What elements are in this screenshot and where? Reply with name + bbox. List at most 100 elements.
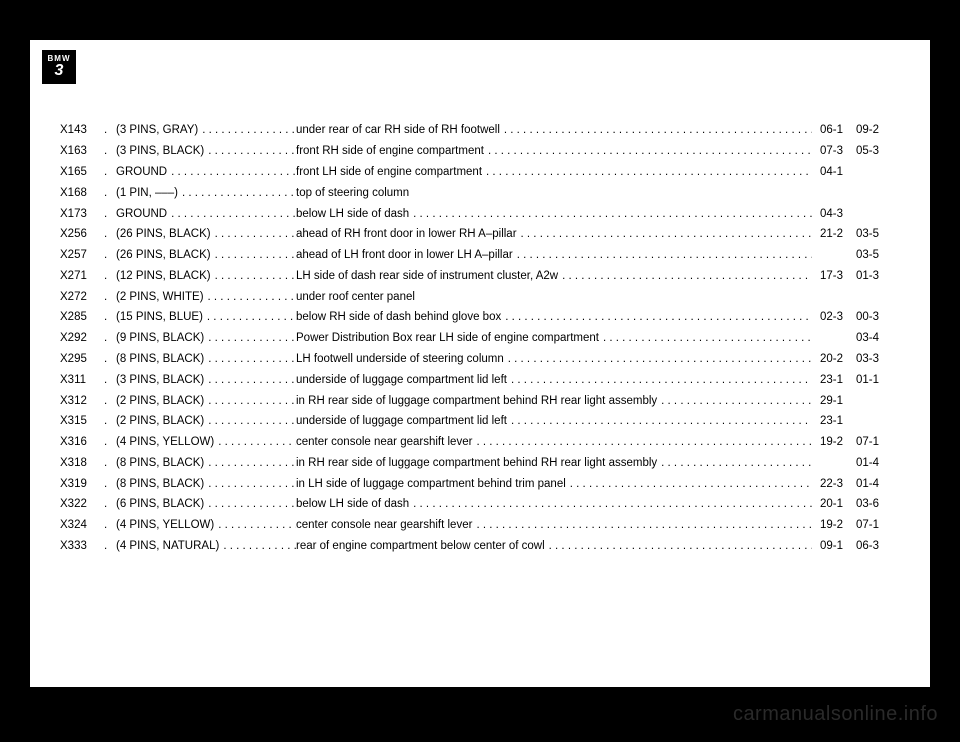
connector-type: (4 PINS, NATURAL) (116, 536, 296, 557)
connector-type: (4 PINS, YELLOW) (116, 432, 296, 453)
logo-model: 3 (55, 63, 64, 79)
separator-dot: . (104, 203, 116, 224)
reference-2: 01-4 (856, 473, 900, 494)
connector-type-text: (4 PINS, NATURAL) (116, 540, 219, 552)
connector-type-text: (26 PINS, BLACK) (116, 249, 211, 261)
separator-dot: . (104, 307, 116, 328)
connector-location-text: under rear of car RH side of RH footwell (296, 124, 500, 136)
connector-type-text: (2 PINS, BLACK) (116, 395, 204, 407)
connector-location: LH side of dash rear side of instrument … (296, 265, 812, 286)
reference-2 (856, 411, 900, 432)
separator-dot: . (104, 536, 116, 557)
connector-type: (2 PINS, WHITE) (116, 286, 296, 307)
connector-code: X168 (60, 182, 104, 203)
connector-location: in LH side of luggage compartment behind… (296, 473, 812, 494)
table-row: X295.(8 PINS, BLACK)LH footwell undersid… (60, 349, 900, 370)
reference-2 (856, 182, 900, 203)
reference-2 (856, 203, 900, 224)
connector-location: front LH side of engine compartment (296, 162, 812, 183)
connector-type: (3 PINS, BLACK) (116, 369, 296, 390)
connector-location-text: ahead of RH front door in lower RH A–pil… (296, 228, 517, 240)
connector-type-text: (8 PINS, BLACK) (116, 478, 204, 490)
reference-2 (856, 390, 900, 411)
reference-2: 01-4 (856, 453, 900, 474)
connector-type: (9 PINS, BLACK) (116, 328, 296, 349)
connector-location-text: front LH side of engine compartment (296, 166, 482, 178)
separator-dot: . (104, 473, 116, 494)
connector-type-text: (15 PINS, BLUE) (116, 311, 203, 323)
reference-2: 03-5 (856, 245, 900, 266)
bmw-logo: BMW 3 (42, 50, 76, 84)
document-page: BMW 3 X143.(3 PINS, GRAY)under rear of c… (30, 40, 930, 687)
connector-location: under rear of car RH side of RH footwell (296, 120, 812, 141)
connector-code: X285 (60, 307, 104, 328)
connector-code: X315 (60, 411, 104, 432)
connector-location: below RH side of dash behind glove box (296, 307, 812, 328)
connector-location-text: under roof center panel (296, 291, 415, 303)
reference-2: 03-6 (856, 494, 900, 515)
connector-type: (3 PINS, GRAY) (116, 120, 296, 141)
connector-location-text: underside of luggage compartment lid lef… (296, 415, 507, 427)
reference-2: 01-3 (856, 265, 900, 286)
connector-code: X256 (60, 224, 104, 245)
separator-dot: . (104, 390, 116, 411)
connector-code: X319 (60, 473, 104, 494)
connector-location-text: in RH rear side of luggage compartment b… (296, 457, 657, 469)
reference-1: 04-1 (812, 162, 856, 183)
connector-code: X316 (60, 432, 104, 453)
separator-dot: . (104, 141, 116, 162)
table-row: X163.(3 PINS, BLACK)front RH side of eng… (60, 141, 900, 162)
separator-dot: . (104, 182, 116, 203)
connector-type-text: GROUND (116, 166, 167, 178)
connector-location-text: rear of engine compartment below center … (296, 540, 545, 552)
reference-1: 19-2 (812, 432, 856, 453)
connector-type-text: (3 PINS, GRAY) (116, 124, 198, 136)
connector-type: (8 PINS, BLACK) (116, 349, 296, 370)
connector-type: (15 PINS, BLUE) (116, 307, 296, 328)
connector-type-text: (4 PINS, YELLOW) (116, 519, 214, 531)
reference-1: 19-2 (812, 515, 856, 536)
connector-location: LH footwell underside of steering column (296, 349, 812, 370)
connector-type-text: (3 PINS, BLACK) (116, 145, 204, 157)
reference-1 (812, 453, 856, 474)
connector-location: front RH side of engine compartment (296, 141, 812, 162)
reference-2: 07-1 (856, 515, 900, 536)
connector-type-text: (1 PIN, –––) (116, 187, 178, 199)
connector-type: (3 PINS, BLACK) (116, 141, 296, 162)
connector-location: top of steering column (296, 182, 812, 203)
connector-type: (26 PINS, BLACK) (116, 245, 296, 266)
connector-code: X165 (60, 162, 104, 183)
connector-code: X322 (60, 494, 104, 515)
reference-2: 05-3 (856, 141, 900, 162)
table-row: X165.GROUND front LH side of engine compa… (60, 162, 900, 183)
connector-location: below LH side of dash (296, 203, 812, 224)
reference-2: 06-3 (856, 536, 900, 557)
separator-dot: . (104, 286, 116, 307)
table-row: X285.(15 PINS, BLUE) below RH side of das… (60, 307, 900, 328)
table-row: X168.(1 PIN, –––) top of steering column (60, 182, 900, 203)
reference-2: 03-3 (856, 349, 900, 370)
connector-location: below LH side of dash (296, 494, 812, 515)
table-row: X318.(8 PINS, BLACK)in RH rear side of l… (60, 453, 900, 474)
connector-location-text: center console near gearshift lever (296, 519, 472, 531)
connector-type: (26 PINS, BLACK) (116, 224, 296, 245)
connector-location-text: ahead of LH front door in lower LH A–pil… (296, 249, 513, 261)
reference-1: 29-1 (812, 390, 856, 411)
connector-location-text: LH side of dash rear side of instrument … (296, 270, 558, 282)
separator-dot: . (104, 162, 116, 183)
connector-type: (1 PIN, –––) (116, 182, 296, 203)
reference-1 (812, 245, 856, 266)
separator-dot: . (104, 432, 116, 453)
connector-code: X311 (60, 369, 104, 390)
connector-type-text: (2 PINS, BLACK) (116, 415, 204, 427)
connector-code: X295 (60, 349, 104, 370)
reference-1: 02-3 (812, 307, 856, 328)
connector-type-text: (6 PINS, BLACK) (116, 498, 204, 510)
reference-2: 01-1 (856, 369, 900, 390)
connector-location-text: in RH rear side of luggage compartment b… (296, 395, 657, 407)
separator-dot: . (104, 349, 116, 370)
connector-location: center console near gearshift lever (296, 432, 812, 453)
connector-code: X257 (60, 245, 104, 266)
connector-table: X143.(3 PINS, GRAY)under rear of car RH … (60, 120, 900, 556)
connector-type-text: (2 PINS, WHITE) (116, 291, 204, 303)
